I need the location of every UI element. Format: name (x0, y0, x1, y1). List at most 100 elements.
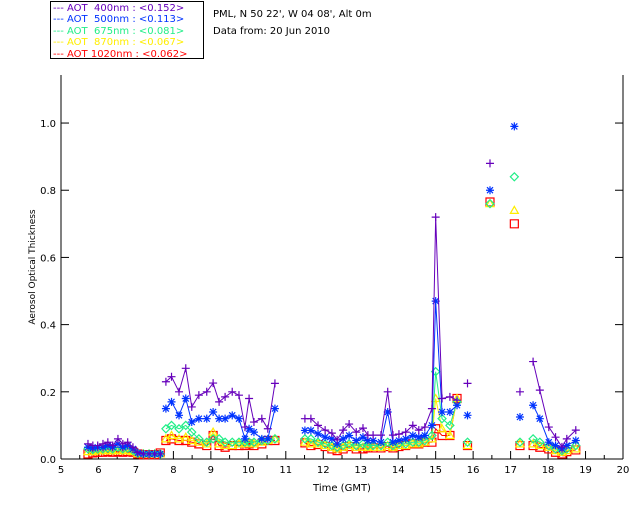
data-point-plus (83, 439, 92, 448)
data-point-plus (562, 434, 571, 443)
data-point-diamond (174, 423, 184, 434)
data-point-star (175, 411, 184, 420)
data-point-star (445, 407, 454, 416)
data-point-star (414, 433, 423, 442)
data-point-diamond (186, 427, 197, 437)
data-point-diamond (180, 420, 191, 431)
data-point-star (510, 122, 519, 131)
data-point-plus (551, 433, 560, 442)
data-point-diamond (227, 437, 238, 448)
x-tick-label: 6 (95, 465, 101, 476)
data-point-star (463, 411, 472, 420)
data-point-plus (438, 394, 447, 403)
data-point-square (462, 440, 473, 451)
data-point-plus (240, 423, 249, 432)
data-point-triangle (173, 433, 185, 443)
legend-item-400nm: --- AOT 400nm : <0.152> (53, 3, 185, 14)
data-point-plus (431, 213, 440, 222)
data-point-diamond (155, 449, 166, 459)
x-axis-label: Time (GMT) (312, 483, 371, 494)
data-point-star (221, 414, 230, 423)
data-point-plus (401, 428, 410, 437)
data-point-star (551, 441, 560, 450)
data-point-diamond (166, 420, 177, 431)
data-point-diamond (462, 437, 473, 448)
y-tick-label: 0.4 (40, 321, 56, 332)
data-point-star (562, 441, 571, 450)
data-point-triangle (462, 440, 473, 450)
data-point-triangle (214, 438, 225, 448)
data-point-plus (249, 418, 258, 427)
data-point-star (113, 439, 122, 448)
data-point-triangle (193, 436, 204, 446)
x-tick-label: 19 (579, 465, 592, 476)
data-point-star (202, 414, 211, 423)
data-point-square (445, 430, 455, 441)
y-tick-label: 0.0 (40, 455, 56, 466)
data-point-diamond (161, 423, 171, 434)
data-point-plus (314, 421, 323, 430)
data-point-star (383, 407, 392, 416)
data-point-triangle (570, 443, 581, 453)
data-point-star (249, 428, 258, 437)
data-point-plus (202, 387, 211, 396)
data-point-star (431, 297, 440, 306)
data-point-star (376, 438, 385, 447)
station-info: PML, N 50 22', W 04 08', Alt 0m Data fro… (213, 6, 372, 40)
data-point-star (394, 436, 403, 445)
data-point-star (167, 397, 176, 406)
x-tick-label: 5 (58, 465, 64, 476)
data-point-star (314, 429, 323, 438)
data-point-star (327, 434, 336, 443)
data-point-plus (535, 386, 544, 395)
legend: --- AOT 400nm : <0.152> --- AOT 500nm : … (50, 1, 204, 60)
data-point-star (529, 401, 538, 410)
data-point-star (515, 413, 524, 422)
data-point-diamond (249, 437, 259, 448)
data-point-star (345, 431, 354, 440)
data-point-triangle (437, 423, 448, 433)
data-point-diamond (427, 430, 437, 441)
location-text: PML, N 50 22', W 04 08', Alt 0m (213, 9, 372, 20)
data-point-square (431, 424, 441, 434)
data-point-plus (376, 431, 385, 440)
data-point-triangle (426, 433, 437, 443)
x-tick-label: 9 (208, 465, 214, 476)
legend-item-675nm: --- AOT 675nm : <0.081> (53, 25, 185, 37)
x-tick-label: 16 (467, 465, 480, 476)
legend-item-870nm: --- AOT 870nm : <0.067> (53, 37, 185, 49)
data-point-star (240, 434, 249, 443)
data-point-diamond (570, 440, 581, 451)
y-tick-label: 1.0 (40, 119, 56, 130)
data-point-diamond (445, 420, 455, 431)
data-point-plus (221, 392, 230, 401)
data-point-star (339, 434, 348, 443)
data-point-triangle (186, 435, 197, 445)
data-point-diamond (509, 171, 520, 182)
data-point-star (453, 401, 462, 410)
x-tick-label: 20 (617, 465, 630, 476)
data-point-diamond (313, 437, 323, 448)
data-point-plus (557, 442, 566, 451)
data-point-plus (529, 357, 538, 366)
data-point-plus (369, 431, 378, 440)
data-point-diamond (528, 433, 538, 444)
data-point-triangle (220, 440, 231, 450)
x-tick-label: 7 (133, 465, 139, 476)
data-point-triangle (227, 440, 238, 450)
data-point-plus (485, 159, 494, 168)
legend-item-1020nm: --- AOT 1020nm : <0.062> (53, 48, 188, 60)
data-point-plus (515, 387, 524, 396)
data-point-star (427, 421, 436, 430)
data-point-star (257, 434, 266, 443)
data-point-star (270, 404, 279, 413)
data-point-plus (270, 379, 279, 388)
data-point-plus (228, 387, 237, 396)
series-line-plus (304, 217, 458, 441)
data-point-star (358, 433, 367, 442)
data-point-diamond (534, 437, 545, 448)
legend-item-500nm: --- AOT 500nm : <0.113> (53, 14, 185, 26)
data-point-diamond (485, 198, 495, 209)
x-tick-label: 17 (504, 465, 517, 476)
data-point-star (408, 431, 417, 440)
